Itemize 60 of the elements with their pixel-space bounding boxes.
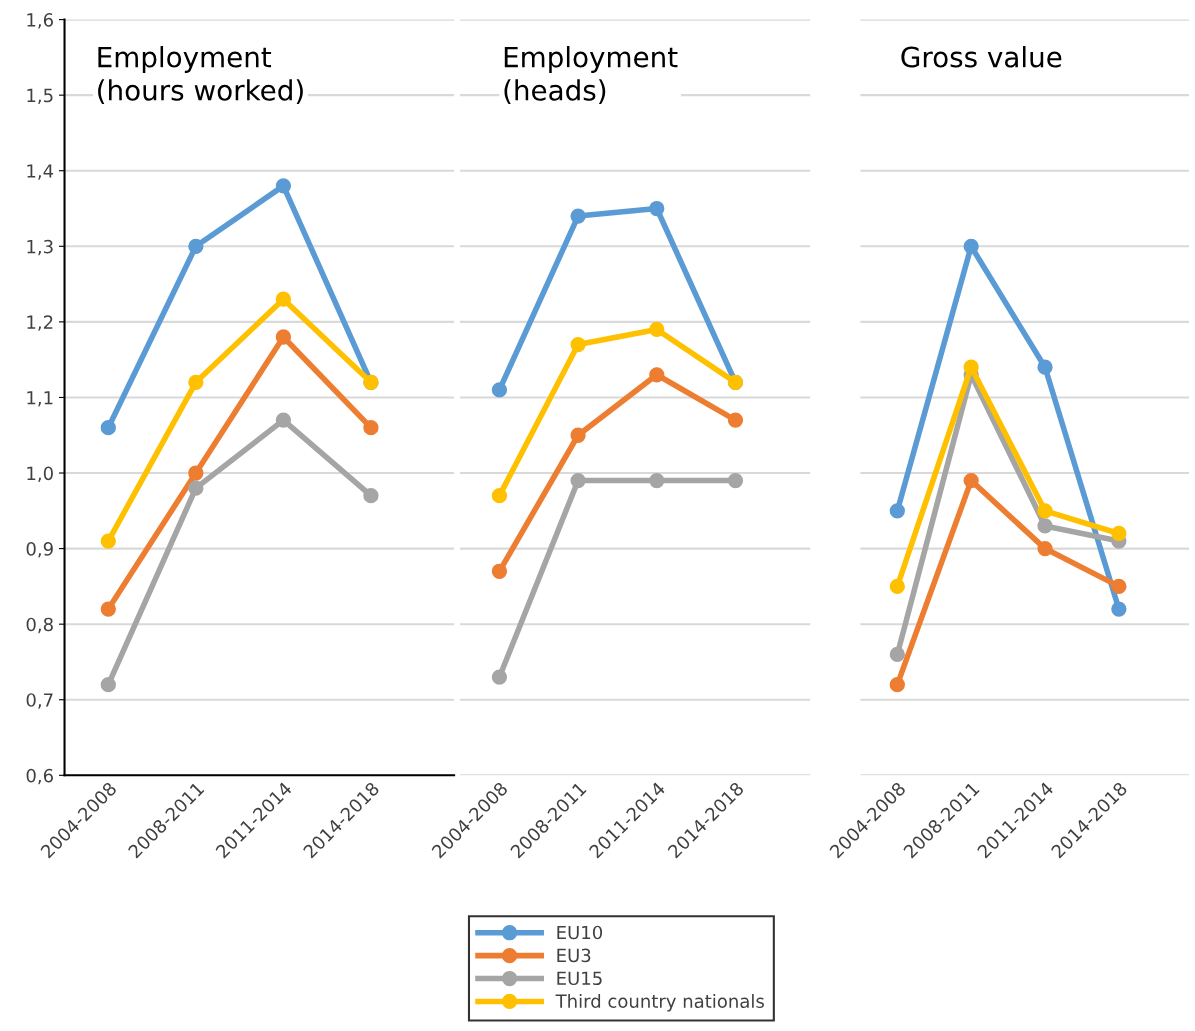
point [1111,601,1127,617]
point [100,533,116,549]
legend-label: EU3 [557,948,591,963]
point [1037,518,1053,534]
point [1037,503,1053,519]
point [1111,525,1127,542]
point [649,472,665,489]
point [570,336,586,353]
point [570,208,586,224]
y-tick-label: 0,9 [26,542,53,558]
point [963,359,979,375]
legend-label: Third country nationals [555,994,764,1012]
point [100,601,116,617]
text: Employment (heads) [504,46,678,105]
y-tick-label: 0,8 [26,617,53,634]
point [188,465,204,481]
point [1037,540,1053,557]
text: Employment (hours worked) [98,46,303,105]
point [275,412,292,428]
point [100,676,116,693]
text: Gross value [901,46,1062,68]
y-tick-label: 1,6 [27,13,53,29]
y-tick-label: 1,2 [27,315,53,331]
point [491,382,508,398]
point [491,563,508,579]
point [727,412,744,428]
point [188,238,204,254]
point [963,238,979,254]
point [889,578,905,595]
point [1111,578,1127,595]
y-tick-label: 0,7 [26,693,53,709]
point [963,472,979,489]
point [649,200,665,217]
legend-label: EU10 [557,925,603,940]
y-tick-label: 0,6 [26,768,53,785]
point [188,480,204,496]
point [889,646,905,663]
y-tick-label: 1,0 [27,466,53,482]
point [188,374,204,390]
point [889,676,905,693]
y-tick-label: 1,1 [27,391,53,407]
point [649,367,665,383]
legend-label: EU15 [557,971,602,986]
y-tick-label: 1,3 [27,239,53,256]
point [275,291,292,307]
point [649,321,665,338]
point [275,329,292,345]
point [570,427,586,443]
point [363,420,379,436]
point [1037,359,1053,375]
point [275,178,292,194]
point [100,420,116,436]
point [363,488,379,504]
point [491,488,508,504]
point [727,472,744,489]
point [570,472,586,489]
point [491,669,508,685]
y-tick-label: 1,5 [27,88,53,105]
y-tick-label: 1,4 [27,164,54,180]
point [889,503,905,519]
